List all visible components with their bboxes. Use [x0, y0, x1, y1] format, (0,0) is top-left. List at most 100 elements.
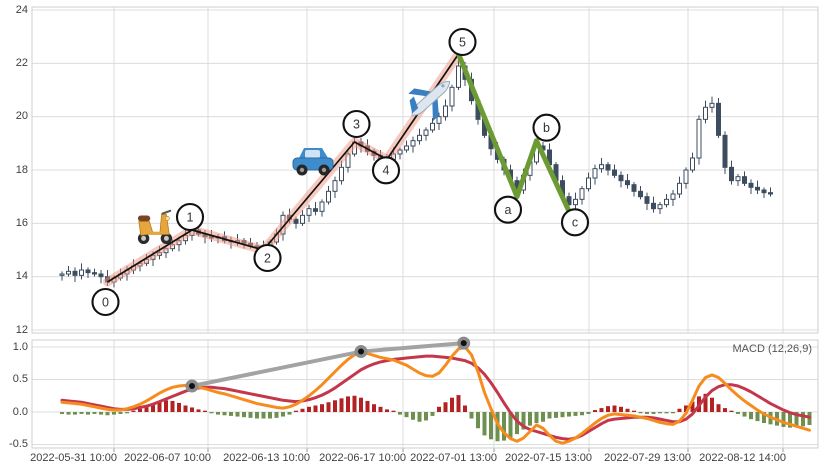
candle-up — [59, 273, 65, 276]
macd-hist-bar-pos — [677, 408, 682, 412]
macd-hist-bar-pos — [190, 407, 194, 412]
macd-hist-bar-pos — [326, 402, 331, 412]
candle-up — [417, 134, 422, 142]
macd-hist-bar-pos — [164, 400, 168, 412]
macd-hist-bar-neg — [801, 412, 805, 427]
wave-label-circle-1 — [175, 202, 205, 232]
candle-up — [690, 157, 695, 171]
macd-hist-bar-pos — [151, 403, 155, 412]
macd-indicator-label: MACD (12,26,9) — [732, 343, 812, 355]
candle-up — [709, 102, 715, 108]
candle-up — [319, 201, 325, 212]
macd-y-tick-label: -0.5 — [9, 438, 28, 450]
macd-y-tick-label: 0.0 — [12, 405, 28, 418]
candle-up — [683, 169, 689, 184]
candle-up — [436, 116, 442, 124]
impulse-wave-glow — [103, 49, 463, 287]
macd-hist-bar-neg — [287, 412, 292, 415]
wave-label-text-2: 2 — [264, 251, 271, 265]
wave-label-text-a: a — [505, 203, 512, 217]
wave-label-circle-0 — [91, 287, 120, 317]
macd-hist-bar-neg — [586, 412, 591, 414]
macd-hist-bar-neg — [736, 412, 740, 414]
macd-hist-bar-neg — [664, 412, 669, 414]
price-y-tick-label: 24 — [15, 3, 28, 16]
candle-down — [748, 182, 754, 188]
wave-label-text-5: 5 — [459, 35, 466, 49]
macd-hist-bar-neg — [222, 412, 227, 416]
wave-label-text-4: 4 — [383, 164, 390, 178]
macd-hist-bar-neg — [645, 412, 649, 414]
wave-label-circle-3 — [342, 109, 371, 139]
macd-hist-bar-neg — [489, 412, 493, 440]
price-y-tick-label: 20 — [15, 110, 28, 123]
macd-hist-bar-neg — [209, 412, 214, 414]
candle-down — [293, 218, 299, 224]
macd-hist-bar-neg — [547, 412, 552, 419]
trend-dot-inner — [189, 383, 195, 389]
macd-hist-bar-neg — [125, 412, 129, 414]
macd-hist-bar-neg — [502, 412, 506, 441]
candle-up — [592, 168, 598, 179]
macd-hist-bar-neg — [567, 412, 571, 417]
macd-hist-bar-pos — [170, 400, 175, 412]
macd-hist-bar-neg — [99, 412, 103, 415]
candle-down — [625, 180, 630, 186]
macd-hist-bar-pos — [716, 404, 721, 412]
macd-hist-bar-neg — [742, 412, 747, 417]
candle-down — [92, 272, 97, 275]
wave-label-text-c: c — [572, 216, 578, 230]
macd-y-tick-label: 0.5 — [12, 373, 28, 385]
candle-up — [696, 118, 702, 159]
wave-label-circle-4 — [371, 156, 401, 185]
macd-hist-bar-pos — [138, 408, 142, 412]
impulse-wave-line — [107, 53, 460, 283]
macd-hist-bar-neg — [105, 412, 110, 416]
candle-up — [306, 208, 312, 216]
candle-up — [579, 188, 585, 200]
x-tick-label: 2022-05-31 10:00 — [30, 452, 117, 464]
x-tick-label: 2022-07-29 13:00 — [604, 452, 691, 464]
candle-up — [430, 122, 435, 131]
candle-up — [677, 182, 682, 195]
macd-hist-bar-neg — [638, 412, 643, 414]
price-y-tick-label: 22 — [15, 56, 28, 69]
candle-down — [631, 184, 637, 192]
macd-hist-bar-pos — [690, 401, 695, 412]
macd-hist-bar-pos — [372, 404, 376, 412]
macd-y-tick-label: 1.0 — [12, 340, 28, 353]
macd-hist-bar-pos — [352, 395, 357, 412]
wave-label-text-0: 0 — [102, 295, 109, 309]
macd-hist-bar-neg — [398, 412, 402, 415]
macd-hist-bar-neg — [534, 412, 539, 424]
macd-hist-bar-pos — [599, 408, 604, 412]
candle-down — [651, 202, 656, 210]
wave-label-text-3: 3 — [353, 117, 360, 131]
macd-hist-bar-neg — [216, 412, 220, 415]
wave-label-circle-b — [532, 113, 561, 142]
wave-label-text-b: b — [543, 121, 550, 135]
macd-hist-bar-neg — [482, 412, 487, 436]
macd-hist-bar-neg — [235, 412, 240, 417]
macd-hist-bar-pos — [333, 400, 337, 412]
macd-hist-bar-pos — [606, 406, 610, 412]
macd-hist-bar-neg — [229, 412, 233, 416]
candle-down — [722, 134, 728, 168]
candle-down — [98, 273, 104, 278]
macd-hist-bar-neg — [92, 412, 97, 414]
macd-hist-bar-neg — [73, 412, 77, 415]
candle-up — [326, 190, 331, 203]
macd-hist-bar-pos — [359, 397, 363, 412]
candle-down — [566, 196, 572, 206]
candle-down — [605, 164, 611, 171]
candle-down — [612, 169, 617, 176]
macd-hist-bar-neg — [658, 412, 662, 414]
macd-hist-bar-pos — [450, 397, 454, 412]
wave-label-text-1: 1 — [187, 210, 194, 224]
macd-hist-bar-neg — [573, 412, 578, 416]
candle-up — [397, 149, 403, 155]
car-emoji — [292, 148, 334, 176]
price-y-tick-label: 12 — [15, 323, 28, 336]
candle-up — [586, 177, 591, 190]
